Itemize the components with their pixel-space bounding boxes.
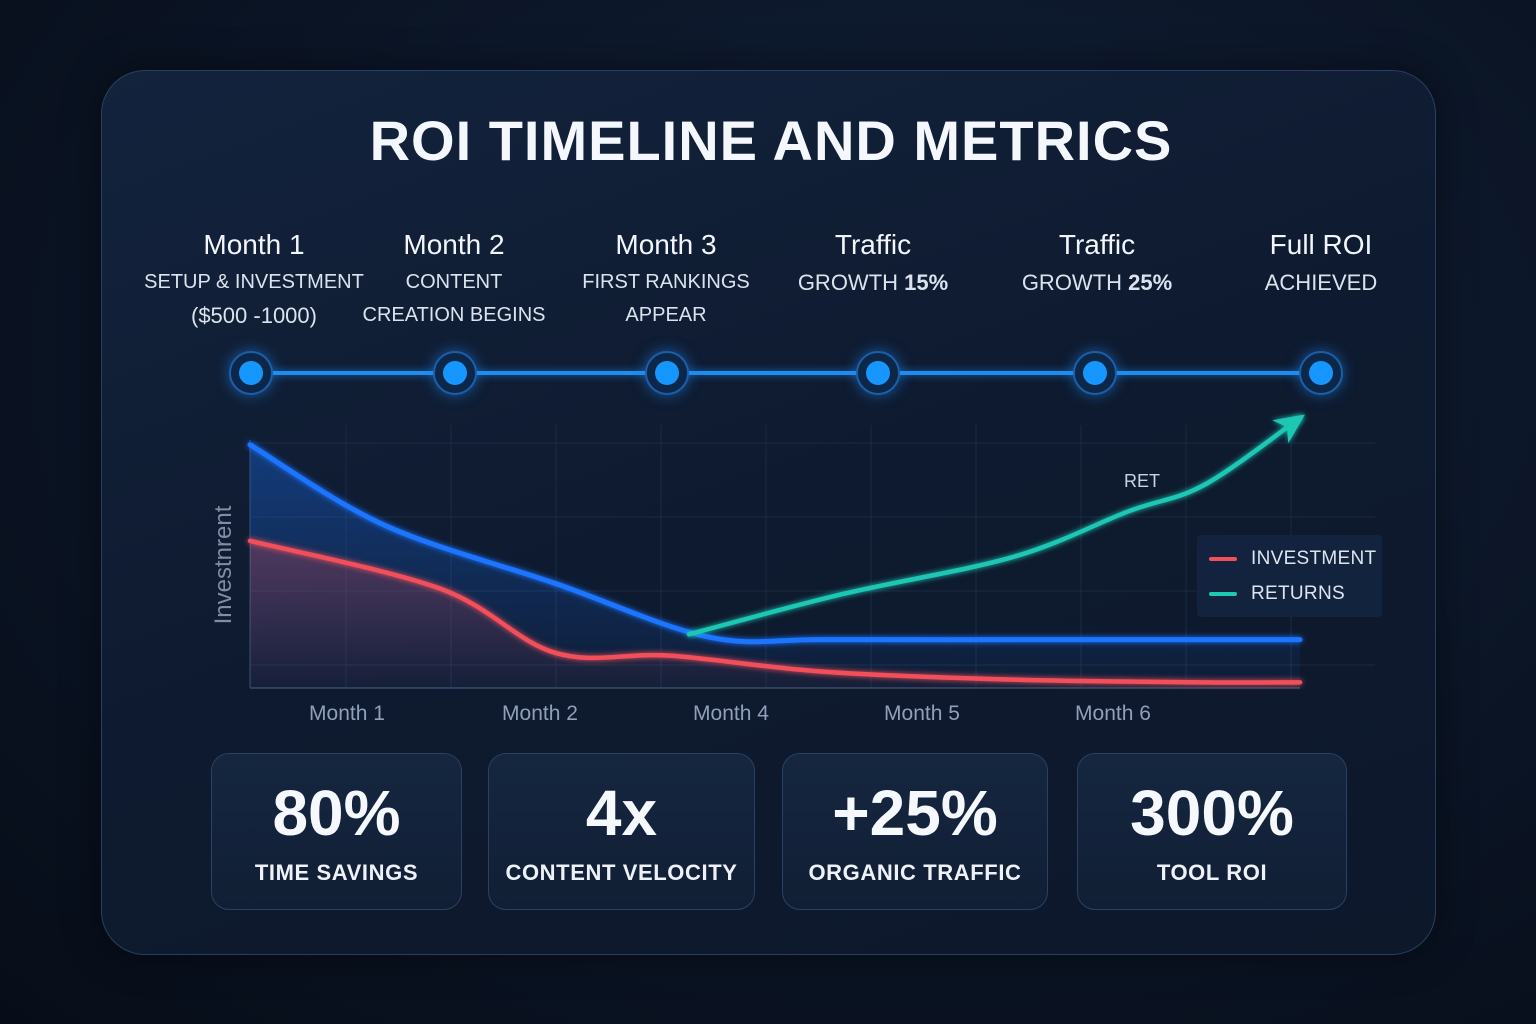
series-cost-curve-line xyxy=(247,442,1303,645)
metric-label: TOOL ROI xyxy=(1156,860,1268,885)
milestone-desc-prefix: GROWTH xyxy=(1021,270,1129,295)
series-investment-line xyxy=(247,538,1303,685)
milestone-desc-value: 15% xyxy=(904,270,949,295)
series-returns-line xyxy=(686,415,1303,637)
milestone-desc-line: ACHIEVED xyxy=(1264,270,1378,295)
milestone-title: Month 1 xyxy=(203,229,305,260)
timeline-node xyxy=(856,351,900,395)
metric-label: ORGANIC TRAFFIC xyxy=(808,860,1022,885)
metric-card-tool-roi: 300% TOOL ROI xyxy=(1077,753,1347,910)
milestone-desc-value: 25% xyxy=(1128,270,1173,295)
legend-label: RETURNS xyxy=(1251,583,1345,604)
milestone-desc: GROWTH 25% xyxy=(977,266,1217,299)
metric-card-organic-traffic: +25% ORGANIC TRAFFIC xyxy=(782,753,1048,910)
metric-value: 300% xyxy=(1130,777,1294,849)
milestone-full-roi: Full ROI ACHIEVED xyxy=(1201,226,1441,299)
series-cost-curve-area xyxy=(250,444,1300,688)
milestone-desc-line: SETUP & INVESTMENT xyxy=(144,271,364,293)
x-tick-label: Month 4 xyxy=(693,702,769,725)
x-tick-label: Month 1 xyxy=(309,702,385,725)
chart-legend: INVESTMENT RETURNS xyxy=(1197,535,1382,617)
milestone-title: Traffic xyxy=(1058,229,1136,260)
milestone-month-2: Month 2 CONTENT CREATION BEGINS xyxy=(334,226,574,332)
metric-card-content-velocity: 4x CONTENT VELOCITY xyxy=(488,753,755,910)
milestone-desc: SETUP & INVESTMENT ($500 -1000) xyxy=(134,266,374,332)
milestone-desc-line: CREATION BEGINS xyxy=(362,304,546,326)
x-tick-label: Month 6 xyxy=(1075,702,1151,725)
metric-value: 4x xyxy=(585,777,658,849)
milestone-desc: FIRST RANKINGS APPEAR xyxy=(546,266,786,332)
legend-label: INVESTMENT xyxy=(1251,548,1377,569)
returns-annotation: RET xyxy=(1124,471,1160,491)
milestone-desc-line: ($500 -1000) xyxy=(191,303,317,328)
timeline-line xyxy=(251,371,1321,375)
page-title: ROI TIMELINE AND METRICS xyxy=(369,109,1173,172)
milestone-desc: GROWTH 15% xyxy=(753,266,993,299)
milestone-title: Traffic xyxy=(834,229,912,260)
legend-swatch xyxy=(1209,557,1237,561)
timeline-node xyxy=(645,351,689,395)
milestone-title: Month 3 xyxy=(615,229,717,260)
metric-label: CONTENT VELOCITY xyxy=(505,860,738,885)
legend-item-investment: INVESTMENT xyxy=(1209,547,1376,571)
milestone-desc: CONTENT CREATION BEGINS xyxy=(334,266,574,332)
milestone-desc-line: CONTENT xyxy=(405,271,503,293)
metric-value: +25% xyxy=(832,777,998,849)
milestone-desc: ACHIEVED xyxy=(1201,266,1441,299)
metric-label: TIME SAVINGS xyxy=(254,860,419,885)
legend-swatch xyxy=(1209,592,1237,596)
series-investment-area xyxy=(250,540,1300,688)
milestone-desc-line: APPEAR xyxy=(625,304,707,326)
x-tick-label: Month 2 xyxy=(502,702,578,725)
milestone-traffic-15: Traffic GROWTH 15% xyxy=(753,226,993,299)
x-tick-label: Month 5 xyxy=(884,702,960,725)
milestone-month-3: Month 3 FIRST RANKINGS APPEAR xyxy=(546,226,786,332)
milestone-traffic-25: Traffic GROWTH 25% xyxy=(977,226,1217,299)
metric-card-time-savings: 80% TIME SAVINGS xyxy=(211,753,462,910)
timeline-node xyxy=(229,351,273,395)
y-axis-label: Investnrent xyxy=(210,505,237,625)
returns-arrowhead xyxy=(1272,414,1305,444)
series-layer xyxy=(247,414,1305,688)
timeline-node xyxy=(1299,351,1343,395)
milestone-month-1: Month 1 SETUP & INVESTMENT ($500 -1000) xyxy=(134,226,374,332)
milestone-title: Full ROI xyxy=(1269,229,1373,260)
legend-item-returns: RETURNS xyxy=(1209,582,1345,606)
milestone-desc-prefix: GROWTH xyxy=(797,270,905,295)
milestone-desc-line: FIRST RANKINGS xyxy=(582,271,750,293)
timeline-node xyxy=(433,351,477,395)
metric-value: 80% xyxy=(272,777,401,849)
milestone-title: Month 2 xyxy=(403,229,505,260)
timeline-node xyxy=(1073,351,1117,395)
